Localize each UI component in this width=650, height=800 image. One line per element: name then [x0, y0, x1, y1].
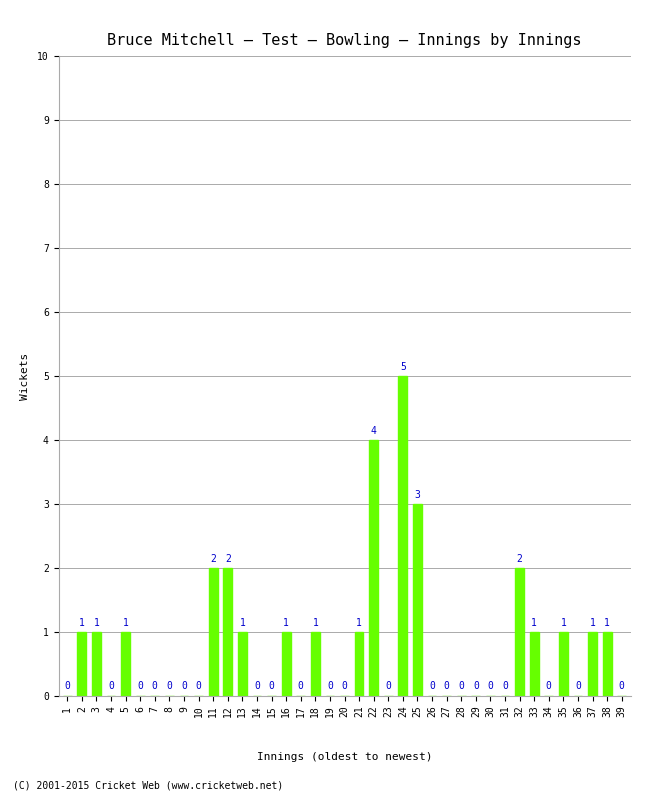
Text: 0: 0: [458, 681, 464, 691]
Text: 1: 1: [531, 618, 537, 627]
X-axis label: Innings (oldest to newest): Innings (oldest to newest): [257, 752, 432, 762]
Text: 2: 2: [210, 554, 216, 563]
Bar: [603, 632, 612, 696]
Text: 0: 0: [298, 681, 304, 691]
Text: 1: 1: [356, 618, 362, 627]
Text: 4: 4: [370, 426, 376, 435]
Bar: [515, 568, 524, 696]
Text: 1: 1: [560, 618, 566, 627]
Text: 0: 0: [327, 681, 333, 691]
Text: 0: 0: [268, 681, 274, 691]
Text: 0: 0: [619, 681, 625, 691]
Text: 0: 0: [254, 681, 260, 691]
Text: 0: 0: [137, 681, 143, 691]
Text: 0: 0: [575, 681, 581, 691]
Text: 1: 1: [590, 618, 595, 627]
Bar: [209, 568, 218, 696]
Text: 1: 1: [313, 618, 318, 627]
Text: 1: 1: [94, 618, 99, 627]
Bar: [92, 632, 101, 696]
Bar: [122, 632, 130, 696]
Text: 0: 0: [429, 681, 435, 691]
Bar: [355, 632, 363, 696]
Text: 0: 0: [473, 681, 479, 691]
Bar: [530, 632, 539, 696]
Bar: [311, 632, 320, 696]
Text: 0: 0: [108, 681, 114, 691]
Text: 2: 2: [517, 554, 523, 563]
Text: 3: 3: [415, 490, 421, 499]
Bar: [281, 632, 291, 696]
Text: 0: 0: [341, 681, 348, 691]
Text: 1: 1: [283, 618, 289, 627]
Bar: [77, 632, 86, 696]
Text: 0: 0: [196, 681, 202, 691]
Text: 1: 1: [79, 618, 84, 627]
Text: 0: 0: [502, 681, 508, 691]
Title: Bruce Mitchell – Test – Bowling – Innings by Innings: Bruce Mitchell – Test – Bowling – Inning…: [107, 33, 582, 48]
Text: 0: 0: [181, 681, 187, 691]
Bar: [224, 568, 232, 696]
Text: 1: 1: [604, 618, 610, 627]
Y-axis label: Wickets: Wickets: [20, 352, 30, 400]
Text: 0: 0: [166, 681, 172, 691]
Text: 2: 2: [225, 554, 231, 563]
Text: 0: 0: [546, 681, 552, 691]
Text: 0: 0: [64, 681, 70, 691]
Text: 5: 5: [400, 362, 406, 371]
Text: 1: 1: [123, 618, 129, 627]
Bar: [238, 632, 247, 696]
Bar: [588, 632, 597, 696]
Text: 0: 0: [488, 681, 493, 691]
Text: 0: 0: [385, 681, 391, 691]
Text: 0: 0: [444, 681, 450, 691]
Bar: [413, 504, 422, 696]
Text: (C) 2001-2015 Cricket Web (www.cricketweb.net): (C) 2001-2015 Cricket Web (www.cricketwe…: [13, 781, 283, 790]
Text: 0: 0: [152, 681, 158, 691]
Bar: [559, 632, 567, 696]
Bar: [369, 440, 378, 696]
Text: 1: 1: [239, 618, 245, 627]
Bar: [398, 376, 408, 696]
